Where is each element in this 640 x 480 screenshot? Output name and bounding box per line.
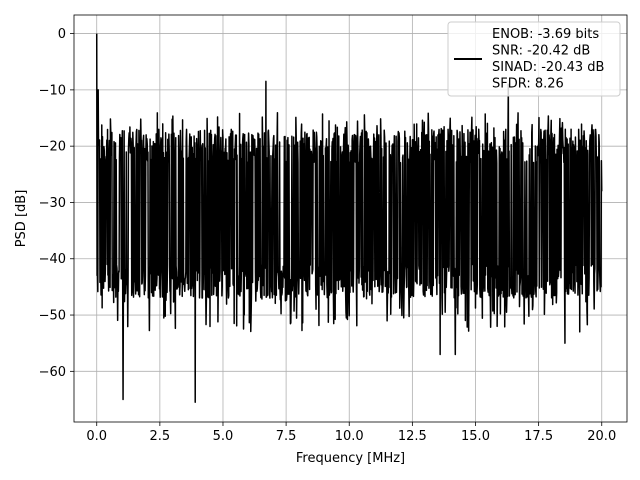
y-tick-label: −20 xyxy=(39,140,66,155)
legend-box xyxy=(447,21,621,97)
y-tick-label: −30 xyxy=(39,196,66,211)
legend-enob: ENOB: -3.69 bits xyxy=(492,27,599,42)
y-tick-label: −10 xyxy=(39,83,66,98)
legend-sfdr: SFDR: 8.26 xyxy=(492,77,564,92)
x-tick-label: 17.5 xyxy=(524,429,553,444)
x-axis: 0.0 2.5 5.0 7.5 10.0 12.5 15.0 17.5 20.0 xyxy=(86,422,616,444)
y-tick-label: 0 xyxy=(58,27,66,42)
axes-frame xyxy=(73,14,628,423)
legend: ENOB: -3.69 bits SNR: -20.42 dB SINAD: -… xyxy=(447,21,621,97)
x-tick-label: 15.0 xyxy=(461,429,490,444)
x-tick-label: 2.5 xyxy=(150,429,171,444)
psd-series-line xyxy=(95,33,603,404)
legend-sinad: SINAD: -20.43 dB xyxy=(492,60,604,75)
y-axis: 0 −10 −20 −30 −40 −50 −60 xyxy=(39,27,74,380)
x-tick-label: 10.0 xyxy=(335,429,364,444)
x-tick-label: 5.0 xyxy=(213,429,234,444)
x-axis-label: Frequency [MHz] xyxy=(296,451,405,466)
legend-snr: SNR: -20.42 dB xyxy=(492,44,590,59)
x-tick-label: 7.5 xyxy=(276,429,297,444)
y-axis-label: PSD [dB] xyxy=(14,190,29,248)
x-tick-label: 0.0 xyxy=(86,429,107,444)
x-tick-label: 12.5 xyxy=(398,429,427,444)
plot-area xyxy=(95,33,603,404)
y-tick-label: −40 xyxy=(39,252,66,267)
y-tick-label: −50 xyxy=(39,309,66,324)
y-tick-label: −60 xyxy=(39,365,66,380)
x-tick-label: 20.0 xyxy=(587,429,616,444)
